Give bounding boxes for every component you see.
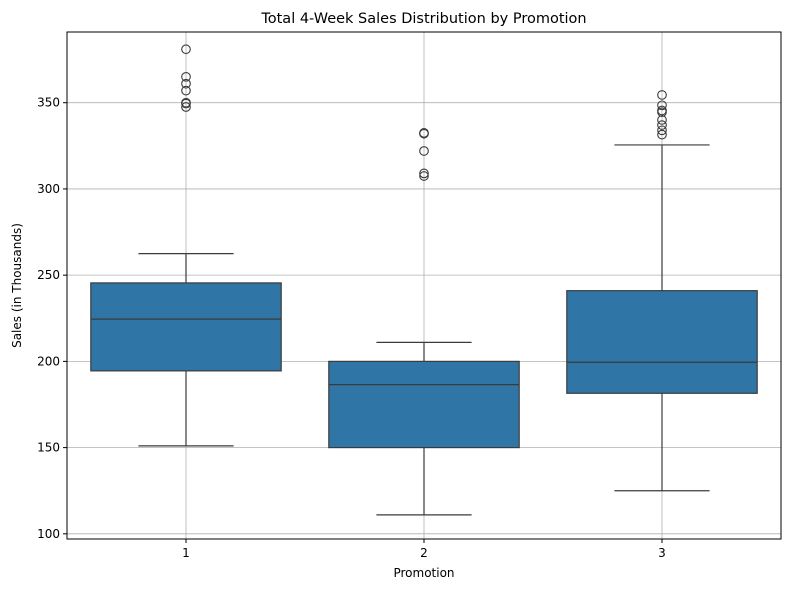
outlier-point — [657, 129, 667, 140]
outlier-point — [181, 78, 191, 89]
outlier-point — [181, 97, 191, 108]
outlier-point — [419, 146, 429, 156]
outlier-point — [181, 102, 191, 112]
outlier-point — [181, 71, 191, 82]
iqr-box — [328, 360, 520, 449]
outlier-point — [657, 120, 667, 130]
box-promotion-1 — [90, 44, 282, 447]
y-tick-label: 150 — [37, 441, 60, 455]
x-axis-label: Promotion — [393, 566, 454, 580]
chart-title: Total 4-Week Sales Distribution by Promo… — [260, 11, 586, 27]
box-promotion-3 — [566, 90, 758, 492]
outlier-point — [657, 100, 667, 111]
y-tick-label: 350 — [37, 96, 60, 110]
box-series — [90, 44, 758, 516]
y-tick-label: 200 — [37, 354, 60, 368]
outlier-point — [419, 171, 429, 181]
x-tick-label: 1 — [182, 546, 190, 560]
y-tick-label: 300 — [37, 182, 60, 196]
outlier-point — [657, 125, 667, 136]
y-axis-label: Sales (in Thousands) — [10, 223, 24, 348]
iqr-box — [90, 282, 282, 372]
outlier-point — [657, 90, 667, 100]
x-tick-label: 2 — [420, 546, 428, 560]
outlier-point — [657, 105, 667, 116]
y-tick-label: 100 — [37, 527, 60, 541]
y-tick-label: 250 — [37, 268, 60, 282]
outlier-point — [181, 85, 191, 96]
outlier-point — [419, 168, 429, 179]
axis-ticks: 100 150 200 250 300 350 1 2 3 — [37, 96, 666, 560]
box-promotion-2 — [328, 128, 520, 516]
iqr-box — [566, 290, 758, 394]
outlier-point — [657, 115, 667, 125]
outlier-point — [419, 128, 429, 138]
x-tick-label: 3 — [658, 546, 666, 560]
outlier-point — [181, 44, 191, 55]
